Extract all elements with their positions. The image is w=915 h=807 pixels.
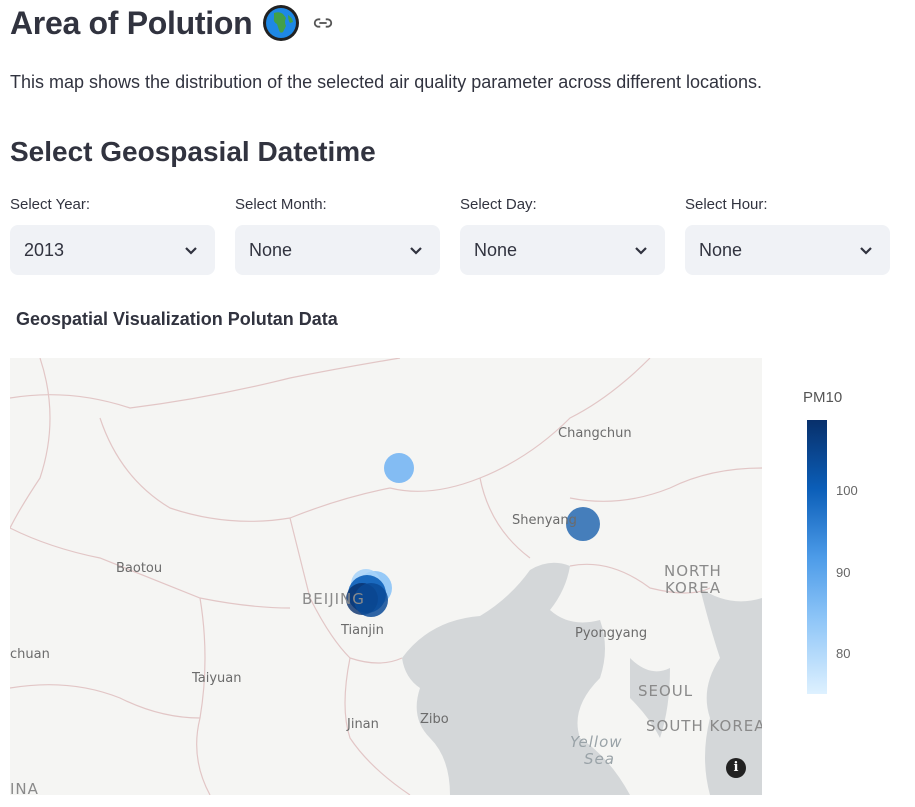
chevron-down-icon: [410, 247, 422, 255]
place-label: Pyongyang: [575, 626, 648, 641]
map-canvas: [10, 358, 762, 795]
colorbar-title: PM10: [803, 389, 843, 406]
place-label: Baotou: [116, 561, 163, 576]
colorbar-tick: 100: [836, 483, 858, 498]
page-header: Area of Polution: [10, 4, 334, 42]
page-title: Area of Polution: [10, 4, 253, 41]
day-select[interactable]: None: [460, 225, 665, 275]
viz-title: Geospatial Visualization Polutan Data: [16, 309, 338, 329]
day-select-value: None: [474, 239, 518, 260]
sea-water-east: [700, 588, 762, 795]
hour-select-value: None: [699, 239, 743, 260]
month-select[interactable]: None: [235, 225, 440, 275]
colorbar: [807, 420, 827, 694]
data-point: [566, 507, 600, 541]
colorbar-tick: 80: [836, 646, 851, 661]
place-label: Yellow: [570, 733, 623, 751]
colorbar-tick: 90: [836, 565, 851, 580]
year-select-value: 2013: [24, 239, 65, 260]
link-icon[interactable]: [312, 12, 334, 34]
year-select-label: Select Year:: [10, 196, 91, 213]
sea-water-strip: [630, 658, 670, 738]
hour-select-group: Select Hour: None: [685, 196, 890, 275]
page-description: This map shows the distribution of the s…: [10, 72, 763, 92]
place-label: Taiyuan: [192, 671, 242, 686]
place-label: Shenyang: [512, 513, 577, 528]
place-label: Tianjin: [341, 623, 384, 638]
place-label: KOREA: [665, 579, 721, 597]
place-label: SEOUL: [638, 682, 694, 700]
day-select-label: Select Day:: [460, 196, 537, 213]
year-select-group: Select Year: 2013: [10, 196, 215, 275]
chevron-down-icon: [185, 247, 197, 255]
place-label: Changchun: [558, 426, 632, 441]
month-select-value: None: [249, 239, 293, 260]
place-label: Jinan: [347, 717, 379, 732]
day-select-group: Select Day: None: [460, 196, 665, 275]
place-label: Zibo: [420, 712, 449, 727]
month-select-label: Select Month:: [235, 196, 327, 213]
place-label: chuan: [10, 647, 50, 662]
geospatial-map[interactable]: Changchun Shenyang Baotou BEIJING Tianji…: [10, 358, 762, 795]
chevron-down-icon: [860, 247, 872, 255]
month-select-group: Select Month: None: [235, 196, 440, 275]
hour-select-label: Select Hour:: [685, 196, 768, 213]
place-label: NORTH: [664, 562, 722, 580]
chevron-down-icon: [635, 247, 647, 255]
sea-water: [402, 562, 630, 795]
hour-select[interactable]: None: [685, 225, 890, 275]
place-label: BEIJING: [302, 590, 365, 608]
year-select[interactable]: 2013: [10, 225, 215, 275]
place-label: SOUTH KOREA: [646, 717, 762, 735]
section-title: Select Geospasial Datetime: [10, 136, 376, 167]
place-label: INA: [10, 780, 39, 795]
info-icon[interactable]: i: [726, 758, 746, 778]
data-point: [354, 583, 388, 617]
data-point: [384, 453, 414, 483]
place-label: Sea: [584, 750, 615, 768]
globe-icon: [263, 5, 300, 41]
